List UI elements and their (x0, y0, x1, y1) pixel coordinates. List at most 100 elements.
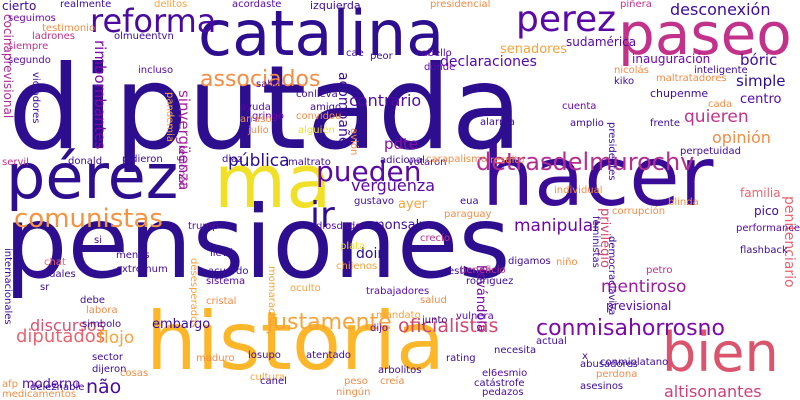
cloud-word: contrario (349, 91, 422, 110)
cloud-word: doin (356, 246, 387, 262)
cloud-word: beneficio (460, 265, 506, 276)
cloud-word: historia (146, 295, 446, 388)
cloud-word: adicional (380, 155, 425, 166)
cloud-word: trump (188, 221, 219, 232)
cloud-word: extremum (116, 264, 168, 275)
cloud-word: cuenta (562, 101, 597, 112)
cloud-word: justamente (267, 310, 392, 335)
cloud-word: discursos (30, 316, 105, 335)
cloud-word: pérez (6, 140, 179, 213)
cloud-word: debe (80, 295, 105, 306)
cloud-word: si (94, 235, 102, 246)
cloud-word: ayuda (240, 102, 271, 113)
cloud-word: associados (200, 67, 321, 92)
cloud-word: cierto (2, 0, 37, 13)
cloud-word: presidencial (430, 0, 491, 10)
cloud-word: maltrato (288, 157, 331, 168)
cloud-word: arraso (240, 114, 272, 125)
cloud-word: peso (344, 376, 368, 387)
cloud-word: olmueentvn (114, 31, 174, 42)
cloud-word: violadores (30, 72, 41, 124)
cloud-word: conmiplatano (600, 357, 669, 368)
cloud-word: oculto (290, 283, 321, 294)
cloud-word: desconexión (670, 0, 771, 19)
cloud-word: sinvergüenza (175, 90, 193, 191)
cloud-word: maduro (196, 353, 235, 364)
cloud-word: salud (420, 295, 447, 306)
cloud-word: votaron (408, 157, 447, 168)
cloud-word: julio (248, 125, 269, 136)
cloud-word: oficialistas (398, 315, 499, 337)
cloud-word: abusadores (580, 359, 638, 370)
cloud-word: centro (740, 92, 782, 107)
cloud-word: ir (310, 195, 335, 236)
cloud-word: el6esmio (482, 368, 528, 379)
cloud-word: altisonantes (664, 382, 762, 400)
cloud-word: ladrones (32, 31, 75, 42)
cloud-word: dijo (370, 323, 389, 334)
cloud-word: ayer (398, 197, 428, 212)
cloud-word: moderno (22, 377, 81, 392)
cloud-word: desesperados (188, 258, 199, 328)
cloud-word: sr (40, 282, 50, 293)
cloud-word: medicamentos (2, 389, 77, 400)
cloud-word: carapalismo (426, 154, 487, 165)
cloud-word: realmente (60, 0, 112, 10)
cloud-word: estupidez (448, 266, 497, 277)
cloud-word: llevó (210, 248, 234, 259)
cloud-word: comunistas (14, 204, 163, 234)
cloud-word: conlleva (296, 89, 338, 100)
cloud-word: bien (662, 321, 779, 384)
cloud-word: senadores (500, 42, 568, 57)
cloud-word: presidentes (606, 122, 617, 181)
cloud-word: niño (556, 257, 578, 268)
cloud-word: segundo (8, 55, 51, 66)
cloud-word: familia (740, 186, 781, 200)
cloud-word: embargo (152, 317, 211, 332)
cloud-word: actual (536, 336, 567, 347)
cloud-word: plata (340, 241, 366, 252)
cloud-word: acordaste (232, 0, 282, 10)
cloud-word: necesita (494, 345, 537, 356)
cloud-word: cabello (416, 48, 452, 59)
cloud-word: piñera (620, 0, 652, 10)
cloud-word: sabía (256, 79, 283, 90)
cloud-word: amplio (570, 118, 604, 129)
cloud-word: delitos (154, 0, 188, 10)
cloud-word: chupenme (650, 87, 709, 100)
cloud-word: x (582, 351, 588, 362)
cloud-word: alarma (480, 117, 515, 128)
cloud-word: sistema (206, 276, 246, 287)
cloud-word: deleznable (30, 382, 85, 393)
cloud-word: mentiroso (601, 277, 687, 297)
cloud-word: flojo (98, 328, 135, 348)
cloud-word: cultura (250, 372, 286, 383)
cloud-word: chilenos (336, 261, 378, 272)
cloud-word: paseo (618, 0, 792, 68)
cloud-word: individual (554, 185, 603, 196)
cloud-word: quieren (684, 107, 749, 127)
cloud-word: sudamérica (566, 35, 637, 49)
cloud-word: gringo (252, 111, 285, 122)
cloud-word: blinda (668, 197, 699, 208)
cloud-word: petro (646, 265, 673, 276)
cloud-word: cristal (206, 296, 237, 307)
cloud-word: chat (44, 257, 66, 268)
cloud-word: digamos (508, 256, 551, 267)
cloud-word: pidieron (122, 154, 163, 165)
cloud-word: convidou (296, 111, 342, 122)
cloud-word: perdona (596, 369, 638, 380)
cloud-word: catástrofe (474, 378, 525, 389)
cloud-word: kiko (614, 76, 635, 87)
cloud-word: ningún (336, 387, 371, 398)
cloud-word: maltratadores (656, 73, 727, 84)
cloud-word: reforma (90, 2, 217, 40)
cloud-word: afp (2, 379, 18, 390)
cloud-word: pdte (384, 135, 419, 153)
cloud-word: peor (370, 51, 393, 62)
cloud-word: regional (176, 145, 187, 186)
cloud-word: canel (260, 376, 287, 387)
cloud-word: acuerdo (208, 266, 249, 277)
cloud-word: rodriguez (466, 276, 514, 287)
